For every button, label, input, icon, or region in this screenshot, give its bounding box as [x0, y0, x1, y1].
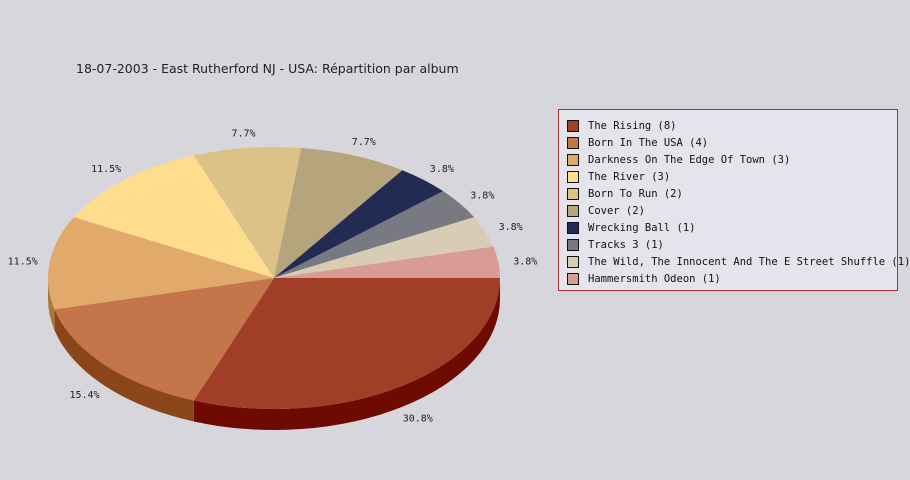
legend-label: Born In The USA (4): [588, 136, 709, 149]
legend: The Rising (8) Born In The USA (4) Darknes…: [558, 109, 910, 291]
pie-side-walls: [48, 278, 500, 430]
pie-label-the-rising: 30.8%: [403, 414, 433, 425]
pie-label-darkness-on-the-edge-of-town: 11.5%: [8, 256, 38, 267]
legend-swatch: [567, 119, 579, 132]
legend-item-born-in-the-usa: Born In The USA (4): [567, 134, 897, 151]
pie-label-cover: 7.7%: [352, 137, 376, 148]
pie-label-born-to-run: 7.7%: [231, 128, 255, 139]
legend-swatch: [567, 187, 579, 200]
legend-swatch: [567, 153, 579, 166]
legend-swatch: [567, 238, 579, 251]
pie-slice-wrecking-ball: [274, 170, 444, 278]
legend-swatch: [567, 204, 579, 217]
legend-label: Born To Run (2): [588, 187, 683, 200]
legend-item-the-wild-the-innocent-and-the-e-street-shuffle: The Wild, The Innocent And The E Street …: [567, 253, 910, 270]
pie-label-born-in-the-usa: 15.4%: [69, 390, 99, 401]
pie-slice-the-rising: [193, 278, 500, 409]
legend-item-hammersmith-odeon: Hammersmith Odeon (1): [567, 270, 897, 287]
pie-side-darkness-on-the-edge-of-town: [48, 278, 55, 331]
pie-slice-born-to-run: [193, 147, 302, 278]
pie-label-wrecking-ball: 3.8%: [430, 164, 454, 175]
legend-label: Darkness On The Edge Of Town (3): [588, 153, 791, 166]
legend-label: Hammersmith Odeon (1): [588, 272, 721, 285]
legend-label: The Wild, The Innocent And The E Street …: [588, 255, 910, 268]
pie-slice-the-river: [73, 155, 275, 278]
pie-slice-tracks-3: [274, 191, 475, 278]
legend-item-tracks-3: Tracks 3 (1): [567, 236, 897, 253]
pie-side-the-rising: [193, 278, 500, 430]
legend-item-darkness-on-the-edge-of-town: Darkness On The Edge Of Town (3): [567, 151, 897, 168]
pie-label-hammersmith-odeon: 3.8%: [513, 256, 537, 267]
legend-item-born-to-run: Born To Run (2): [567, 185, 897, 202]
pie-slice-the-wild-the-innocent-and-the-e-street-shuffle: [274, 217, 494, 278]
pie-label-the-river: 11.5%: [91, 164, 121, 175]
legend-item-cover: Cover (2): [567, 202, 897, 219]
pie-slice-darkness-on-the-edge-of-town: [48, 217, 274, 310]
pie-slice-cover: [274, 147, 403, 278]
chart-title: 18-07-2003 - East Rutherford NJ - USA: R…: [76, 61, 459, 76]
legend-label: Tracks 3 (1): [588, 238, 664, 251]
legend-swatch: [567, 136, 579, 149]
legend-label: Cover (2): [588, 204, 645, 217]
pie-percent-labels: 30.8% 15.4% 11.5% 11.5% 7.7% 7.7% 3.8% 3.8% 3.8%…: [8, 128, 538, 424]
legend-label: Wrecking Ball (1): [588, 221, 696, 234]
legend-swatch: [567, 255, 579, 268]
pie-slice-born-in-the-usa: [54, 278, 274, 401]
legend-label: The River (3): [588, 170, 671, 183]
legend-item-the-river: The River (3): [567, 168, 897, 185]
pie-label-the-wild-the-innocent-and-the-e-street-shuffle: 3.8%: [499, 222, 523, 233]
legend-swatch: [567, 272, 579, 285]
pie-slices: [48, 147, 500, 409]
legend-swatch: [567, 170, 579, 183]
pie-side-born-in-the-usa: [54, 309, 194, 422]
pie-label-tracks-3: 3.8%: [470, 191, 494, 202]
pie-slice-hammersmith-odeon: [274, 246, 500, 278]
legend-item-wrecking-ball: Wrecking Ball (1): [567, 219, 897, 236]
legend-label: The Rising (8): [588, 119, 677, 132]
legend-swatch: [567, 221, 579, 234]
legend-item-the-rising: The Rising (8): [567, 117, 897, 134]
